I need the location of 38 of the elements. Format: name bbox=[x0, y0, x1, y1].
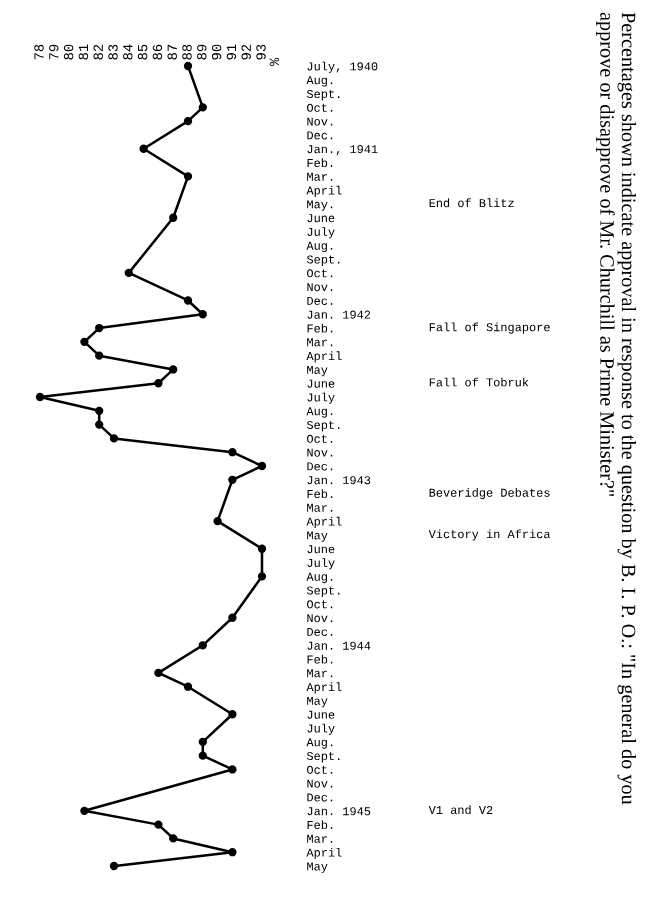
point bbox=[228, 448, 237, 457]
point bbox=[198, 641, 207, 650]
point bbox=[80, 337, 89, 347]
point bbox=[35, 392, 45, 402]
point bbox=[198, 737, 207, 747]
point bbox=[183, 682, 193, 691]
point bbox=[198, 103, 207, 112]
point bbox=[124, 268, 133, 278]
point bbox=[183, 296, 193, 305]
point bbox=[213, 517, 222, 526]
point bbox=[198, 751, 207, 760]
point bbox=[228, 765, 237, 774]
point bbox=[95, 406, 104, 415]
point bbox=[228, 475, 237, 484]
point bbox=[257, 544, 267, 553]
point bbox=[154, 820, 163, 829]
point bbox=[169, 213, 178, 222]
point bbox=[139, 144, 148, 153]
point bbox=[154, 668, 163, 678]
point bbox=[95, 351, 104, 360]
point bbox=[109, 861, 119, 871]
point bbox=[154, 379, 163, 388]
text: Percentages shown indicate approval in response to the question by B. I. P. O.: "In general do you approve or disapprove of Mr. Churchill as Prime Minister?" bbox=[596, 12, 636, 805]
point bbox=[183, 117, 193, 126]
point bbox=[228, 710, 237, 719]
point bbox=[228, 848, 237, 857]
point bbox=[198, 310, 207, 319]
point bbox=[257, 572, 267, 581]
point bbox=[169, 365, 178, 374]
point bbox=[183, 61, 193, 71]
point bbox=[183, 172, 193, 181]
point bbox=[169, 834, 178, 843]
point bbox=[95, 420, 104, 429]
point bbox=[109, 434, 119, 443]
point bbox=[228, 613, 237, 622]
point bbox=[80, 806, 89, 815]
point bbox=[95, 323, 104, 333]
point bbox=[257, 461, 267, 471]
